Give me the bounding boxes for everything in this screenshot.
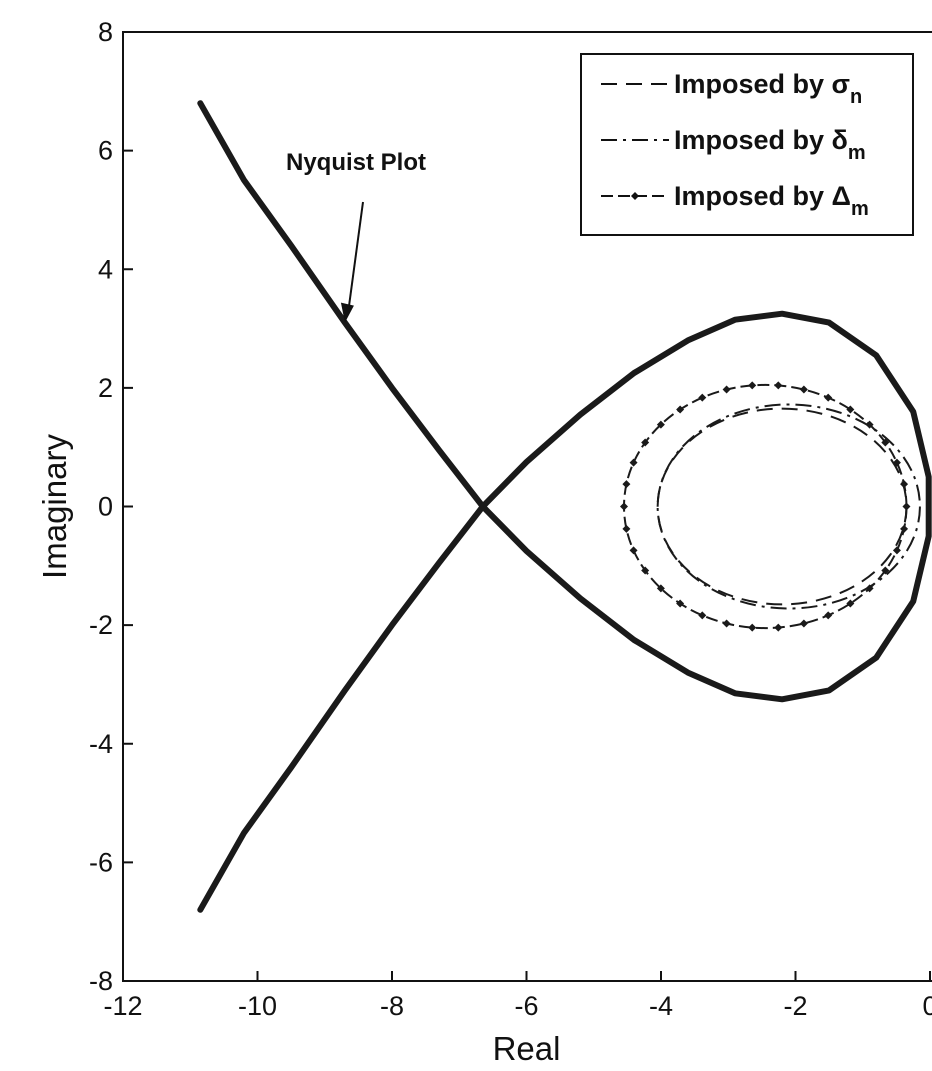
y-tick-label: -6: [89, 847, 113, 877]
diamond-marker: [881, 438, 890, 447]
y-tick-label: -2: [89, 610, 113, 640]
diamond-marker: [892, 458, 901, 467]
annotation-arrowhead: [340, 302, 354, 323]
diamond-marker: [629, 546, 638, 555]
diamond-marker: [774, 381, 783, 390]
series-layer: [197, 100, 932, 913]
diamond-marker: [622, 480, 631, 489]
y-tick-label: 6: [98, 136, 113, 166]
x-tick-label: -8: [380, 991, 404, 1021]
legend: Imposed by σn Imposed by δm Imposed by Δm: [580, 53, 914, 236]
annotation-layer: Nyquist Plot: [286, 149, 426, 323]
y-tick-label: -4: [89, 729, 113, 759]
x-tick-label: -10: [238, 991, 277, 1021]
diamond-marker: [722, 385, 731, 394]
diamond-marker: [799, 385, 808, 394]
diamond-marker: [656, 420, 665, 429]
diamond-marker: [748, 623, 757, 632]
x-tick-label: -4: [649, 991, 673, 1021]
diamond-marker: [722, 619, 731, 628]
diamond-marker: [865, 420, 874, 429]
y-tick-label: -8: [89, 966, 113, 996]
y-tick-label: 0: [98, 492, 113, 522]
diamond-marker: [748, 381, 757, 390]
diamond-marker: [629, 458, 638, 467]
diamond-marker: [676, 405, 685, 414]
diamond-marker: [620, 502, 629, 511]
nyquist-annotation: Nyquist Plot: [286, 149, 426, 176]
x-axis-label: Real: [493, 1030, 561, 1067]
diamond-marker: [900, 524, 909, 533]
y-tick-label: 8: [98, 17, 113, 47]
diamond-marker: [641, 566, 650, 575]
diamond-marker: [824, 393, 833, 402]
ticks: -12 -10 -8 -6 -4 -2 0 8 6 4 2 0 -2 -4 -6 -8: [89, 17, 932, 1021]
legend-marker: [631, 192, 639, 200]
nyquist-curve: [197, 100, 932, 913]
diamond-marker: [865, 584, 874, 593]
diamond-marker: [774, 623, 783, 632]
legend-label: Imposed by δm: [674, 125, 866, 164]
diamond-marker: [824, 611, 833, 620]
series-dash-dot: [656, 403, 921, 610]
diamond-marker: [641, 438, 650, 447]
y-axis-label: Imaginary: [36, 434, 73, 579]
diamond-marker: [892, 546, 901, 555]
x-tick-label: -12: [103, 991, 142, 1021]
legend-label: Imposed by Δm: [674, 181, 869, 220]
legend-label: Imposed by σn: [674, 69, 862, 108]
diamond-marker: [846, 405, 855, 414]
diamond-marker: [622, 524, 631, 533]
diamond-marker: [900, 480, 909, 489]
x-tick-label: -2: [783, 991, 807, 1021]
x-tick-label: 0: [922, 991, 932, 1021]
diamond-marker: [799, 619, 808, 628]
x-tick-label: -6: [514, 991, 538, 1021]
y-tick-label: 4: [98, 254, 113, 284]
diamond-marker: [676, 599, 685, 608]
diamond-marker: [698, 611, 707, 620]
y-tick-label: 2: [98, 373, 113, 403]
diamond-marker: [902, 502, 911, 511]
annotation-arrow: [347, 201, 364, 307]
diamond-marker: [881, 566, 890, 575]
diamond-marker: [846, 599, 855, 608]
diamond-marker: [698, 393, 707, 402]
diamond-marker: [656, 584, 665, 593]
